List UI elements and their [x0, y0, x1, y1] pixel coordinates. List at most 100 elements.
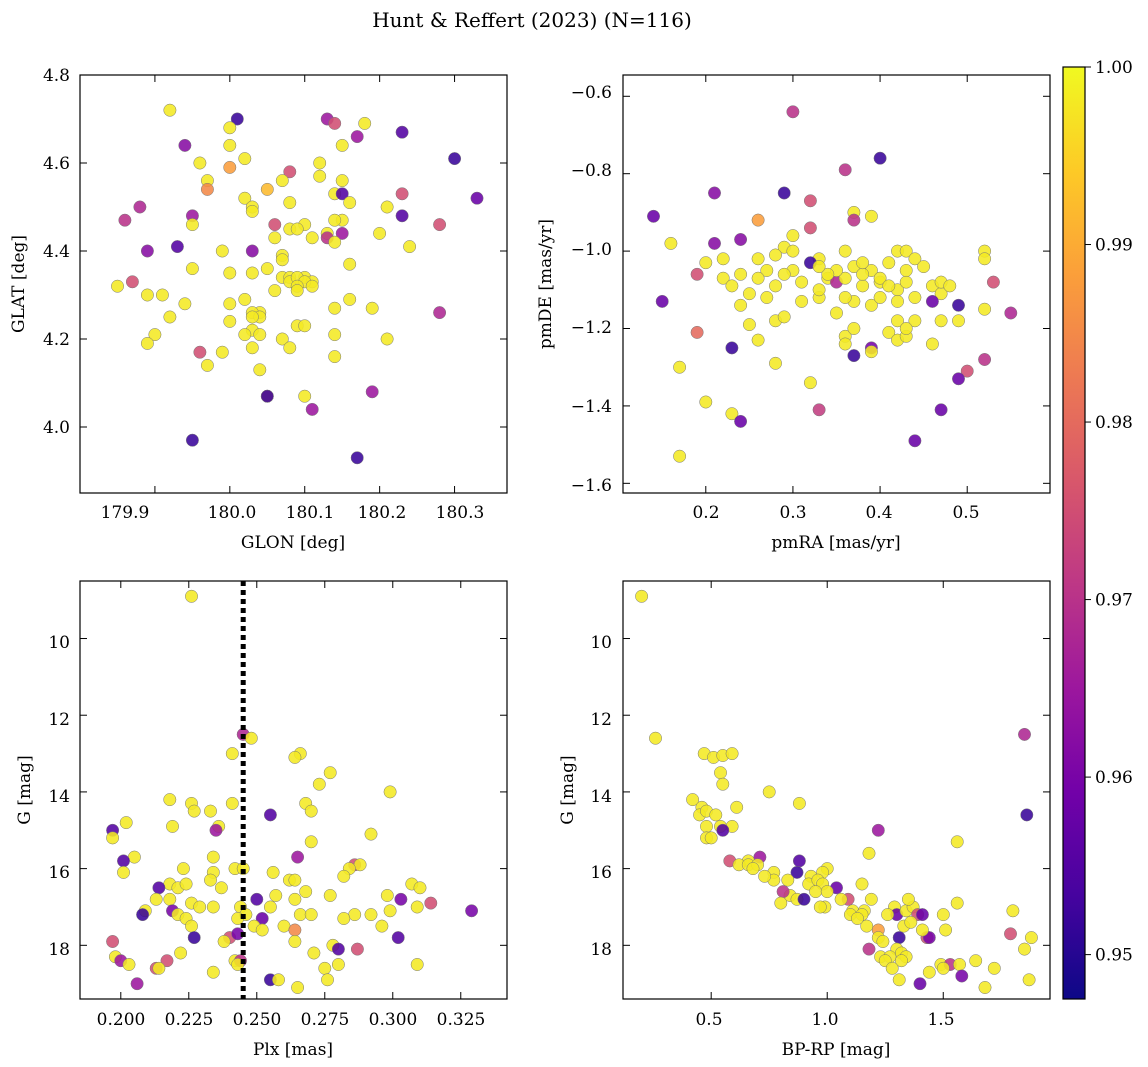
scatter-point	[223, 138, 237, 152]
scatter-point	[223, 314, 237, 328]
scatter-point	[225, 796, 239, 810]
scatter-point	[170, 240, 184, 254]
scatter-point	[725, 279, 739, 293]
scatter-point	[350, 451, 364, 465]
scatter-point	[1018, 727, 1031, 741]
scatter-point	[275, 253, 289, 267]
scatter-point	[410, 958, 424, 971]
scatter-point	[873, 291, 887, 304]
scatter-point	[127, 850, 141, 864]
scatter-point	[217, 935, 231, 948]
scatter-point	[260, 389, 274, 403]
scatter-point	[187, 804, 201, 818]
scatter-point	[348, 908, 362, 922]
scatter-point	[193, 156, 207, 170]
tick-label: 1.5	[927, 1010, 954, 1030]
scatter-point	[899, 264, 913, 277]
scatter-point	[375, 919, 389, 933]
scatter-point	[781, 873, 795, 887]
scatter-point	[813, 900, 827, 914]
plot-frame	[79, 580, 508, 1000]
scatter-point	[291, 850, 305, 864]
scatter-point	[152, 961, 166, 975]
scatter-point	[1004, 927, 1017, 941]
scatter-point	[433, 306, 447, 320]
scatter-point	[250, 892, 264, 906]
scatter-point	[395, 125, 409, 139]
scatter-point	[690, 267, 704, 281]
scatter-point	[299, 885, 313, 899]
scatter-point	[283, 196, 297, 210]
scatter-point	[943, 279, 957, 293]
scatter-point	[119, 816, 133, 830]
x-axis-ticks: 0.5 1.0 1.5	[695, 1010, 954, 1030]
scatter-point	[838, 291, 852, 304]
scatter-point	[424, 896, 438, 910]
scatter-point	[238, 152, 252, 166]
scatter-point	[725, 747, 739, 761]
scatter-point	[936, 961, 950, 975]
scatter-point	[365, 385, 379, 399]
tick-label: 1.0	[811, 1010, 838, 1030]
scatter-point	[871, 823, 885, 837]
tick-label: 4.2	[43, 330, 70, 350]
scatter-point	[244, 731, 258, 745]
scatter-point	[864, 345, 878, 359]
scatter-point	[268, 231, 282, 245]
scatter-point	[136, 908, 150, 922]
scatter-point	[391, 931, 405, 945]
scatter-point	[876, 935, 890, 948]
y-axis-ticks: 10 12 14 16 18	[590, 633, 612, 960]
colorbar-tick-label: 0.99	[1095, 236, 1133, 256]
plot-frame	[622, 580, 1051, 1000]
scatter-point	[873, 151, 887, 165]
scatter-point	[337, 869, 351, 883]
scatter-point	[185, 218, 199, 232]
scatter-point	[1020, 808, 1034, 822]
scatter-point	[699, 256, 713, 270]
scatter-point	[383, 785, 397, 799]
scatter-point	[288, 750, 302, 764]
scatter-point	[305, 402, 319, 416]
tick-label: 4.0	[43, 418, 70, 438]
scatter-point	[908, 314, 922, 328]
scatter-point	[163, 892, 177, 906]
scatter-point	[708, 186, 721, 200]
scatter-point	[792, 854, 806, 868]
scatter-point	[230, 112, 244, 126]
scatter-point	[448, 152, 462, 166]
tick-label: −0.6	[571, 83, 612, 103]
scatter-point	[305, 231, 319, 245]
scatter-point	[163, 793, 177, 807]
scatter-point	[269, 889, 283, 902]
scatter-point	[960, 364, 974, 378]
scatter-point	[1022, 973, 1036, 987]
scatter-point	[708, 236, 721, 250]
panel-glon-glat: 179.9 180.0 180.1 180.2 180.3 4.0 4.2 4.…	[9, 66, 508, 553]
scatter-points-cmd	[635, 589, 1038, 994]
tick-label: −1.0	[571, 240, 612, 260]
scatter-point	[922, 965, 936, 979]
scatter-point	[433, 218, 447, 232]
scatter-point	[163, 103, 177, 117]
scatter-point	[335, 226, 349, 240]
scatter-point	[353, 858, 367, 872]
scatter-point	[403, 240, 417, 254]
x-axis-ticks: 0.200 0.225 0.250 0.275 0.300 0.325	[97, 1010, 486, 1030]
scatter-point	[730, 800, 744, 814]
scatter-point	[899, 244, 913, 258]
scatter-point	[200, 358, 214, 372]
scatter-point	[908, 252, 922, 266]
scatter-points-glon-glat	[111, 103, 484, 465]
scatter-point	[117, 865, 130, 879]
scatter-point	[204, 804, 217, 818]
scatter-point	[335, 174, 349, 188]
colorbar-tick-label: 0.96	[1095, 768, 1133, 788]
scatter-point	[206, 850, 220, 864]
scatter-point	[891, 294, 904, 308]
scatter-point	[955, 969, 969, 983]
tick-label: −0.8	[571, 161, 612, 181]
scatter-point	[290, 284, 304, 298]
scatter-point	[298, 389, 312, 403]
colorbar-tick-label: 0.95	[1095, 946, 1133, 966]
